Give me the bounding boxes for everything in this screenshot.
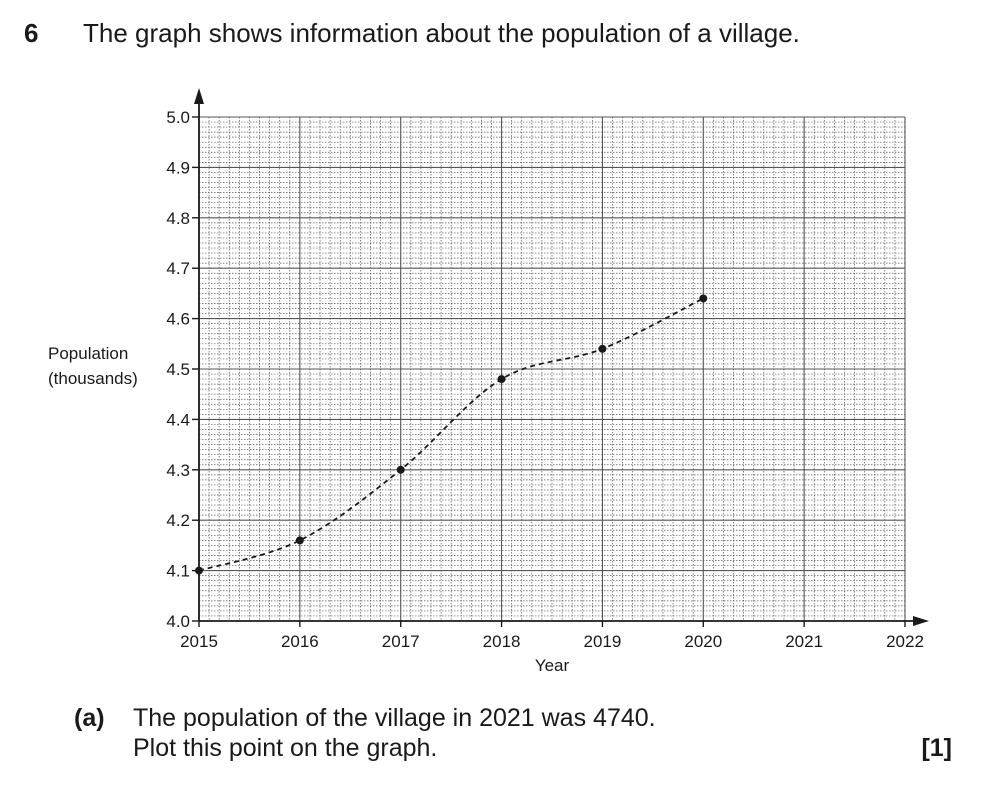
part-a-text-line2: Plot this point on the graph.	[133, 734, 438, 762]
x-axis-label: Year	[535, 656, 570, 675]
y-axis-label-line2: (thousands)	[48, 369, 138, 388]
population-line-chart: 4.0 4.1 4.2 4.3 4.4 4.5 4.6 4.7 4.8 4.9 5.0 2015 201…	[48, 88, 929, 675]
y-tick-label: 4.2	[166, 511, 190, 530]
chart-axes	[194, 88, 929, 626]
y-tick-label: 4.8	[166, 209, 190, 228]
chart-series	[195, 294, 708, 575]
x-tick-label: 2017	[382, 632, 420, 651]
data-point	[295, 536, 304, 545]
x-tick-label: 2019	[584, 632, 622, 651]
y-tick-label: 4.7	[166, 259, 190, 278]
y-tick-label: 4.4	[166, 410, 190, 429]
part-a-label: (a)	[74, 704, 105, 732]
x-tick-label: 2015	[180, 632, 218, 651]
y-tick-label: 4.3	[166, 461, 190, 480]
y-tick-label: 4.1	[166, 562, 190, 581]
x-tick-label: 2020	[684, 632, 722, 651]
data-point	[497, 375, 506, 384]
chart-grid	[198, 116, 906, 622]
data-point	[396, 465, 405, 474]
chart-ticks: 4.0 4.1 4.2 4.3 4.4 4.5 4.6 4.7 4.8 4.9 5.0 2015 201…	[166, 108, 924, 651]
data-point	[195, 566, 203, 575]
x-tick-label: 2022	[886, 632, 924, 651]
x-tick-label: 2021	[785, 632, 823, 651]
y-tick-label: 4.9	[166, 158, 190, 177]
chart-labels: Year Population (thousands)	[48, 344, 570, 675]
y-axis-arrow	[194, 88, 204, 104]
population-series-line	[198, 297, 704, 572]
question-number: 6	[24, 18, 39, 48]
y-tick-label: 5.0	[166, 108, 190, 127]
x-axis-arrow	[913, 616, 929, 626]
y-axis-label-line1: Population	[48, 344, 128, 363]
question-text: The graph shows information about the po…	[83, 18, 800, 48]
marks-indicator: [1]	[921, 734, 952, 762]
y-tick-label: 4.0	[166, 612, 190, 631]
y-tick-label: 4.6	[166, 310, 190, 329]
part-a-text-line1: The population of the village in 2021 wa…	[133, 704, 656, 732]
data-point	[598, 344, 607, 353]
y-tick-label: 4.5	[166, 360, 190, 379]
x-tick-label: 2016	[281, 632, 319, 651]
data-point	[699, 294, 708, 303]
x-tick-label: 2018	[483, 632, 521, 651]
